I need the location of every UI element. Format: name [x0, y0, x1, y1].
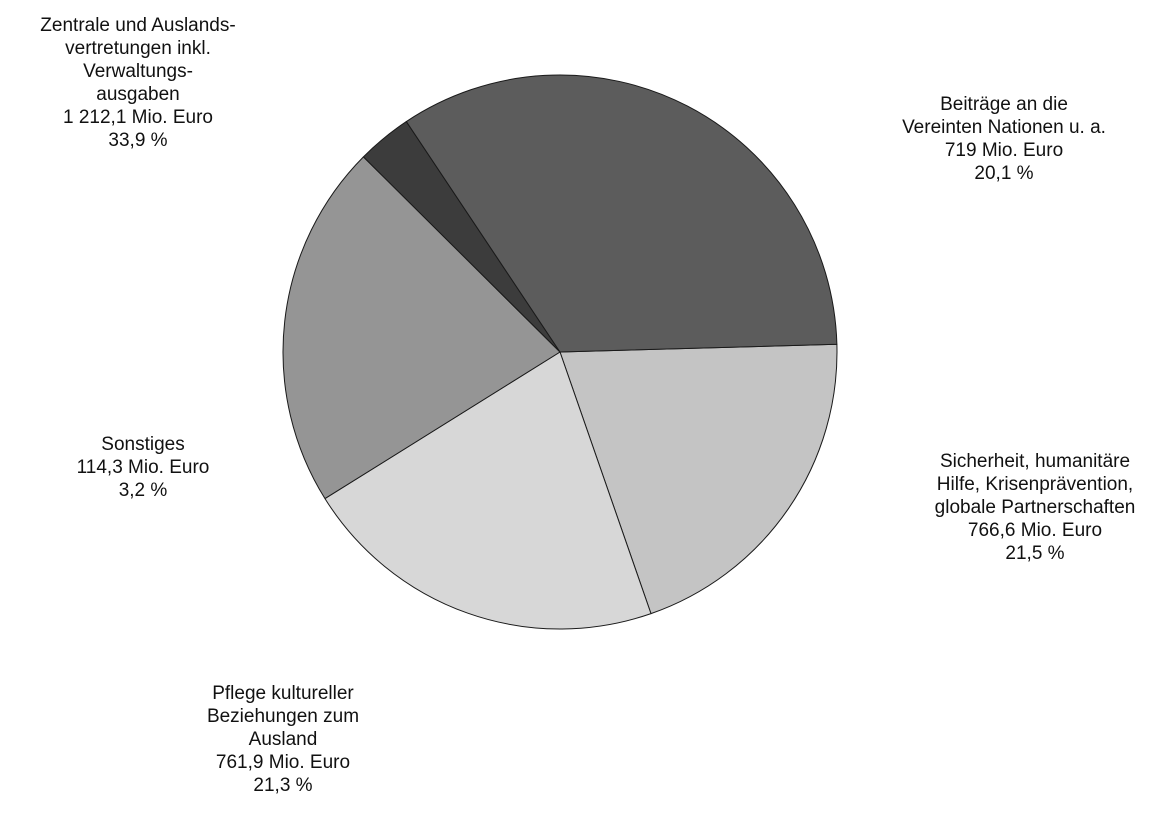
slice-label-line: Hilfe, Krisenprävention, — [937, 474, 1133, 495]
slice-label-line: Sonstiges — [101, 434, 184, 455]
pie-labels: Beiträge an die Vereinten Nationen u. a. 7… — [40, 15, 1135, 796]
slice-label-line: Ausland — [249, 729, 318, 750]
slice-label-line: 719 Mio. Euro — [945, 140, 1063, 161]
slice-label-0: Beiträge an die Vereinten Nationen u. a. 7… — [902, 94, 1106, 184]
slice-label-line: Sicherheit, humanitäre — [940, 451, 1130, 472]
pie-slices — [282, 74, 838, 630]
slice-label-2: Pflege kultureller Beziehungen zum Ausland… — [207, 683, 359, 796]
slice-label-line: 761,9 Mio. Euro — [216, 752, 350, 773]
slice-label-line: Beiträge an die — [940, 94, 1068, 115]
slice-label-line: 3,2 % — [119, 480, 168, 501]
slice-label-line: vertretungen inkl. — [65, 38, 211, 59]
slice-label-line: 21,5 % — [1005, 543, 1064, 564]
slice-label-1: Sicherheit, humanitäre Hilfe, Krisenpräve… — [935, 451, 1136, 564]
slice-label-line: 766,6 Mio. Euro — [968, 520, 1102, 541]
slice-label-line: Beziehungen zum — [207, 706, 359, 727]
slice-label-4: Zentrale und Auslands-vertretungen inkl.… — [40, 15, 235, 151]
slice-label-line: Verwaltungs- — [83, 61, 193, 82]
slice-label-line: 20,1 % — [974, 163, 1033, 184]
pie-slice-1 — [324, 351, 652, 630]
slice-label-3: Sonstiges 114,3 Mio. Euro 3,2 % — [77, 434, 210, 501]
pie-slice-4 — [405, 74, 838, 353]
slice-label-line: 33,9 % — [108, 130, 167, 151]
pie-slice-0 — [559, 343, 838, 615]
slice-label-line: Vereinten Nationen u. a. — [902, 117, 1106, 138]
slice-label-line: 1 212,1 Mio. Euro — [63, 107, 213, 128]
slice-label-line: ausgaben — [96, 84, 179, 105]
slice-label-line: Zentrale und Auslands- — [40, 15, 235, 36]
slice-label-line: 114,3 Mio. Euro — [77, 457, 210, 478]
slice-label-line: Pflege kultureller — [212, 683, 354, 704]
pie-slice-2 — [282, 156, 561, 500]
slice-label-line: 21,3 % — [253, 775, 312, 796]
slice-label-line: globale Partnerschaften — [935, 497, 1136, 518]
